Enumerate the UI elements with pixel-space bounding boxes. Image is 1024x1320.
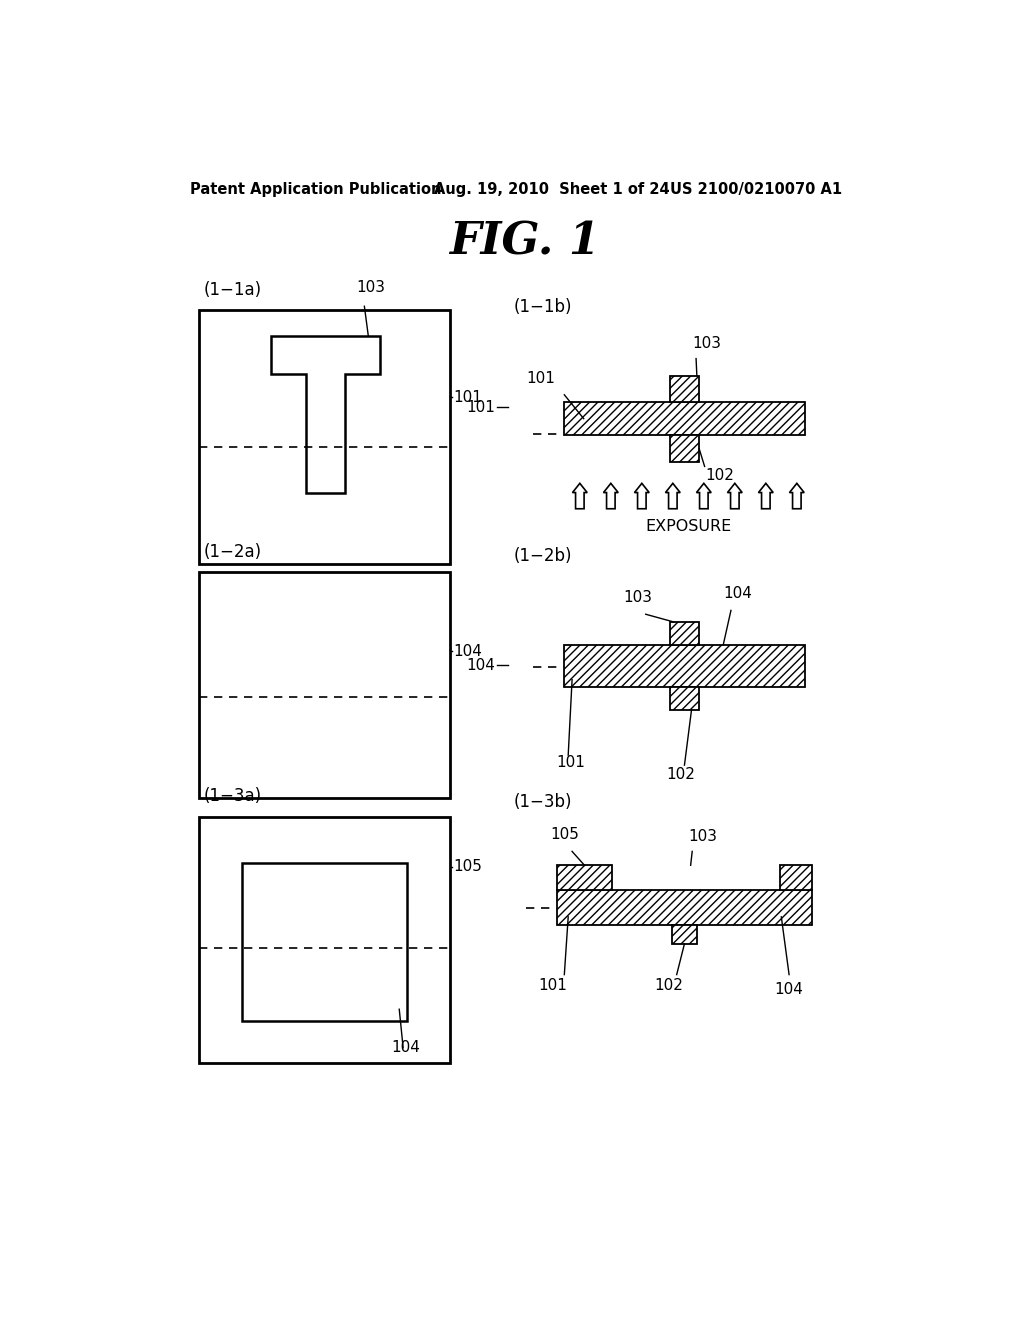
Polygon shape — [670, 376, 699, 403]
Text: US 2100/0210070 A1: US 2100/0210070 A1 — [671, 182, 843, 197]
Text: 105: 105 — [454, 859, 482, 874]
Polygon shape — [564, 645, 805, 688]
Text: (1−1a): (1−1a) — [204, 281, 262, 300]
Text: 101: 101 — [539, 978, 567, 994]
Polygon shape — [670, 622, 699, 645]
Text: (1−3b): (1−3b) — [513, 793, 571, 812]
Text: (1−3a): (1−3a) — [204, 787, 262, 805]
Text: 103: 103 — [356, 280, 386, 296]
Text: (1−2b): (1−2b) — [513, 546, 571, 565]
Text: 103: 103 — [624, 590, 652, 605]
Text: EXPOSURE: EXPOSURE — [645, 519, 731, 533]
Text: 102: 102 — [706, 469, 734, 483]
Text: 104: 104 — [391, 1040, 421, 1056]
Text: (1−1b): (1−1b) — [513, 298, 571, 317]
Polygon shape — [564, 403, 805, 434]
Polygon shape — [603, 483, 618, 508]
Text: 102: 102 — [654, 978, 683, 994]
Text: 104: 104 — [467, 657, 496, 673]
Polygon shape — [666, 483, 680, 508]
Polygon shape — [635, 483, 649, 508]
Text: (1−2a): (1−2a) — [204, 543, 262, 561]
Polygon shape — [572, 483, 587, 508]
Polygon shape — [696, 483, 712, 508]
Text: 103: 103 — [688, 829, 718, 843]
Text: FIG. 1: FIG. 1 — [450, 220, 600, 263]
Polygon shape — [557, 866, 612, 890]
Polygon shape — [759, 483, 773, 508]
Text: 101: 101 — [557, 755, 586, 771]
Text: Aug. 19, 2010  Sheet 1 of 24: Aug. 19, 2010 Sheet 1 of 24 — [434, 182, 670, 197]
Text: 101: 101 — [454, 389, 482, 405]
Polygon shape — [790, 483, 804, 508]
Polygon shape — [670, 688, 699, 710]
Text: 104: 104 — [454, 644, 482, 659]
Text: 102: 102 — [667, 767, 695, 781]
Polygon shape — [670, 434, 699, 462]
Polygon shape — [672, 924, 697, 944]
Polygon shape — [727, 483, 742, 508]
Text: 104: 104 — [723, 586, 752, 601]
Polygon shape — [557, 890, 812, 924]
Text: 101: 101 — [526, 371, 555, 385]
Polygon shape — [779, 866, 812, 890]
Text: 103: 103 — [692, 335, 721, 351]
Text: 105: 105 — [550, 828, 579, 842]
Text: 101: 101 — [467, 400, 496, 414]
Text: Patent Application Publication: Patent Application Publication — [190, 182, 441, 197]
Text: 104: 104 — [774, 982, 804, 998]
